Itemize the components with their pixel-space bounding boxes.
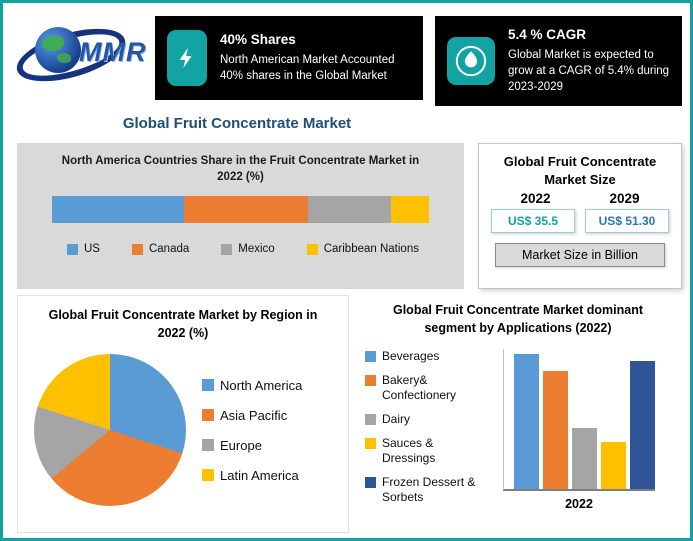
pie-legend: North America Asia Pacific Europe Latin Ame… [202, 378, 302, 483]
market-size-years: 2022 2029 [479, 191, 681, 206]
applications-bar-chart [503, 349, 655, 491]
legend-item-frozen-dessert-sorbets: Frozen Dessert & Sorbets [365, 475, 497, 505]
legend-label-latin-america: Latin America [220, 467, 299, 483]
bar-xaxis-label: 2022 [565, 497, 593, 511]
bar-sauces-dressings [601, 442, 626, 489]
logo-text: MMR [79, 37, 147, 67]
legend-swatch-dairy [365, 414, 376, 425]
legend-label-dairy: Dairy [382, 412, 411, 426]
year-2022-label: 2022 [520, 191, 551, 207]
market-size-values: US$ 35.5 US$ 51.30 [479, 206, 681, 234]
legend-swatch-canada [131, 243, 143, 255]
applications-bar-panel: Global Fruit Concentrate Market dominant… [353, 295, 683, 533]
legend-swatch-caribbean-nations [306, 243, 318, 255]
value-2029: US$ 51.30 [585, 209, 669, 234]
na-stacked-bar [52, 196, 429, 224]
legend-label-bakery-confectionery: Bakery& Confectionery [382, 373, 457, 402]
legend-label-canada: Canada [148, 243, 190, 256]
stat-box-cagr: 5.4 % CAGR Global Market is expected to … [435, 16, 682, 106]
stat-desc-cagr: Global Market is expected to grow at a C… [508, 48, 670, 94]
legend-item-us: US [67, 243, 100, 255]
market-size-title: Global Fruit Concentrate Market Size [503, 154, 657, 187]
legend-label-beverages: Beverages [382, 349, 440, 363]
legend-swatch-frozen-dessert-sorbets [365, 477, 376, 488]
legend-label-caribbean-nations: Caribbean Nations [323, 243, 419, 256]
bar-legend: Beverages Bakery& Confectionery Dairy Sauce… [365, 349, 497, 511]
year-2029-label: 2029 [609, 191, 640, 207]
stat-box-shares: 40% Shares North American Market Account… [155, 16, 423, 100]
legend-item-mexico: Mexico [221, 243, 275, 256]
stat-desc-shares: North American Market Accounted 40% shar… [220, 53, 395, 82]
legend-item-caribbean-nations: Caribbean Nations [306, 243, 419, 256]
legend-swatch-north-america [202, 379, 214, 391]
stacked-segment-mexico [308, 196, 392, 224]
legend-item-north-america: North America [202, 378, 302, 393]
legend-item-europe: Europe [202, 438, 302, 453]
region-pie-content: North America Asia Pacific Europe Latin Ame… [18, 354, 348, 506]
stat-title-cagr: 5.4 % CAGR [508, 26, 587, 42]
bolt-icon [167, 30, 207, 86]
page-title: Global Fruit Concentrate Market [122, 115, 352, 132]
market-size-panel: Global Fruit Concentrate Market Size 202… [478, 143, 682, 289]
legend-label-asia-pacific: Asia Pacific [220, 407, 288, 423]
legend-item-beverages: Beverages [365, 349, 497, 364]
value-2022: US$ 35.5 [491, 209, 575, 234]
bar-dairy [572, 428, 597, 489]
legend-item-latin-america: Latin America [202, 468, 302, 483]
stacked-segment-caribbean-nations [391, 196, 429, 224]
region-pie-title: Global Fruit Concentrate Market by Regio… [48, 308, 318, 340]
stacked-segment-canada [183, 196, 309, 224]
legend-label-sauces-dressings: Sauces & Dressings [382, 436, 436, 465]
na-legend: US Canada Mexico Caribbean Nations [67, 243, 464, 255]
legend-swatch-europe [202, 439, 214, 451]
region-pie-panel: Global Fruit Concentrate Market by Regio… [17, 295, 349, 533]
market-size-note: Market Size in Billion [495, 243, 665, 268]
stat-title-shares: 40% Shares [220, 31, 296, 47]
legend-label-north-america: North America [220, 377, 303, 393]
stat-text-cagr: 5.4 % CAGR Global Market is expected to … [508, 27, 670, 95]
stat-text-shares: 40% Shares North American Market Account… [220, 32, 411, 84]
na-share-panel: North America Countries Share in the Fru… [17, 143, 464, 289]
legend-label-europe: Europe [220, 437, 262, 453]
bar-frozen-dessert-sorbets [630, 361, 655, 489]
bar-beverages [514, 354, 539, 489]
legend-item-canada: Canada [131, 243, 190, 256]
legend-label-mexico: Mexico [238, 243, 275, 256]
legend-swatch-asia-pacific [202, 409, 214, 421]
legend-label-frozen-dessert-sorbets: Frozen Dessert & Sorbets [382, 475, 476, 504]
flame-icon [447, 37, 495, 85]
bar-bakery-confectionery [543, 371, 568, 489]
legend-swatch-latin-america [202, 469, 214, 481]
legend-swatch-us [67, 243, 78, 255]
legend-item-bakery-confectionery: Bakery& Confectionery [365, 373, 497, 403]
legend-swatch-bakery-confectionery [365, 375, 376, 386]
mmr-logo: MMR [11, 11, 160, 95]
pie-chart [34, 354, 186, 506]
legend-label-us: US [84, 243, 100, 256]
legend-item-sauces-dressings: Sauces & Dressings [365, 436, 497, 466]
legend-item-asia-pacific: Asia Pacific [202, 408, 302, 423]
legend-swatch-sauces-dressings [365, 438, 376, 449]
globe-icon [35, 27, 81, 73]
applications-bar-title: Global Fruit Concentrate Market dominant… [392, 303, 644, 335]
na-share-title: North America Countries Share in the Fru… [61, 155, 420, 184]
legend-swatch-mexico [221, 243, 233, 255]
legend-item-dairy: Dairy [365, 412, 497, 427]
stacked-segment-us [52, 196, 184, 224]
applications-bar-content: Beverages Bakery& Confectionery Dairy Sauce… [353, 349, 683, 511]
bar-chart-wrap: 2022 [503, 349, 655, 511]
legend-swatch-beverages [365, 351, 376, 362]
